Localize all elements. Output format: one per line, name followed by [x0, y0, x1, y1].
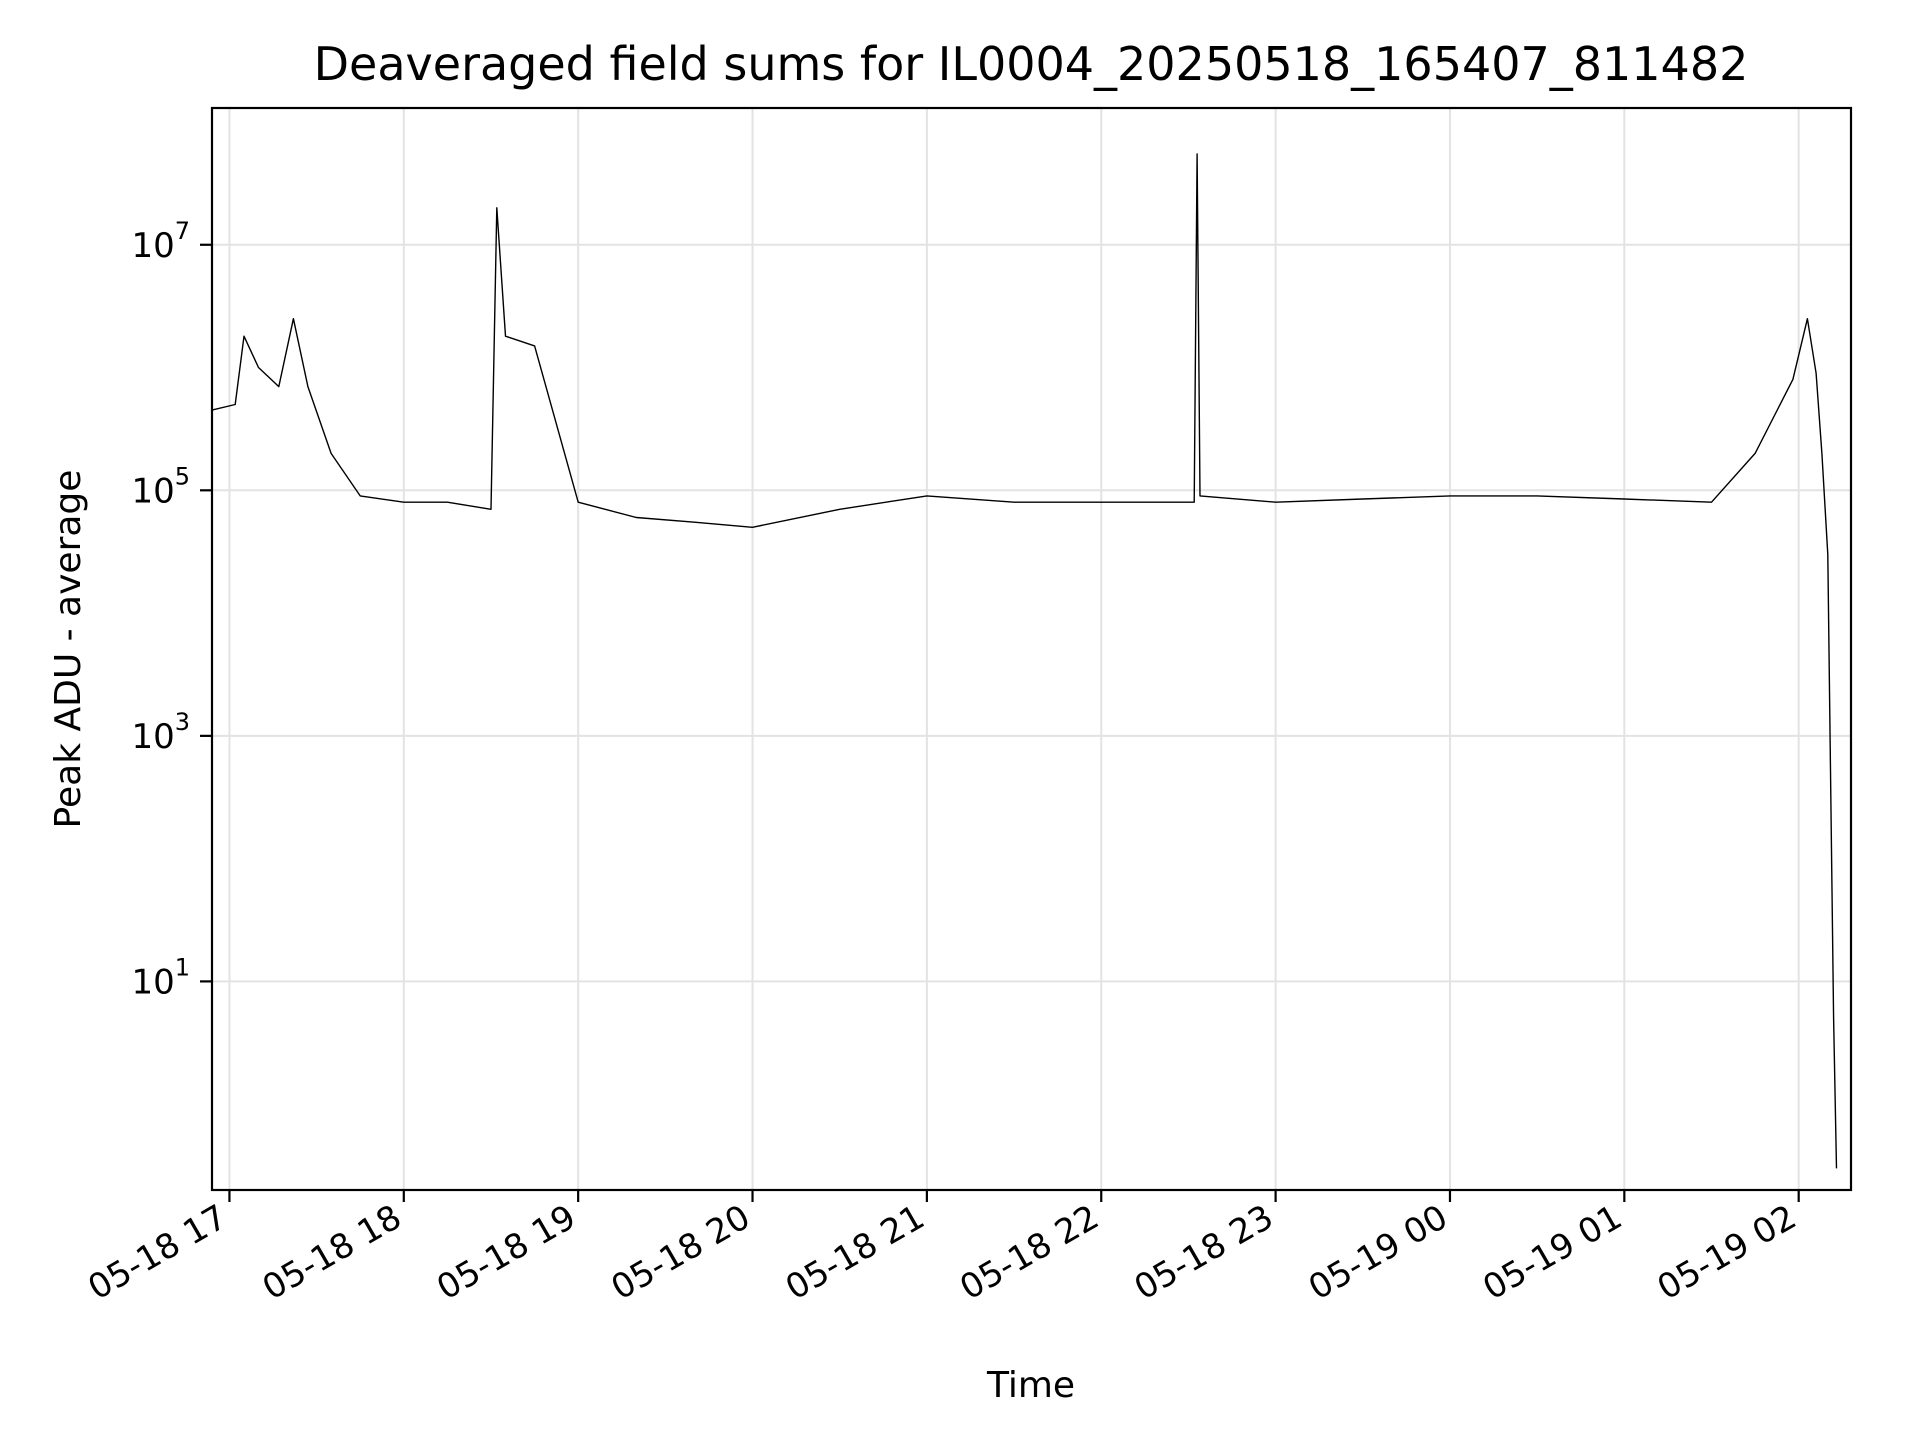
series-layer	[211, 153, 1838, 1169]
grid	[212, 108, 1851, 1190]
y-tick-label-base: 10	[131, 471, 174, 511]
chart-title: Deaveraged field sums for IL0004_2025051…	[314, 37, 1749, 91]
y-tick-label: 107	[131, 217, 190, 266]
x-tick-label: 05-19 01	[1476, 1197, 1628, 1308]
x-tick-label: 05-18 23	[1128, 1197, 1280, 1308]
x-tick-label: 05-18 20	[605, 1197, 757, 1308]
y-tick-label: 105	[131, 462, 190, 511]
y-tick-label-exponent: 3	[175, 708, 190, 736]
x-tick-label: 05-18 17	[82, 1197, 234, 1308]
y-tick-label-exponent: 5	[175, 462, 190, 490]
x-tick-label: 05-18 21	[779, 1197, 931, 1308]
x-tick-label: 05-19 00	[1302, 1197, 1454, 1308]
y-tick-label-base: 10	[131, 717, 174, 757]
y-tick-label-base: 10	[131, 962, 174, 1002]
x-tick-label: 05-18 22	[953, 1197, 1105, 1308]
x-tick-label: 05-18 19	[430, 1197, 582, 1308]
x-tick-label: 05-19 02	[1651, 1197, 1803, 1308]
x-axis-label: Time	[986, 1365, 1075, 1406]
y-tick-label: 101	[131, 953, 190, 1002]
x-axis: 05-18 17 05-18 18 05-18 19 05-18 20 05-18 21…	[82, 1190, 1803, 1308]
y-tick-label-exponent: 7	[175, 217, 190, 245]
y-tick-label-base: 10	[131, 226, 174, 266]
series-line	[211, 153, 1838, 1169]
y-tick-label-exponent: 1	[175, 953, 190, 981]
plot-area	[210, 106, 1853, 1192]
y-tick-label: 103	[131, 708, 190, 757]
x-tick-label: 05-18 18	[256, 1197, 408, 1308]
y-axis-label: Peak ADU - average	[48, 470, 89, 829]
